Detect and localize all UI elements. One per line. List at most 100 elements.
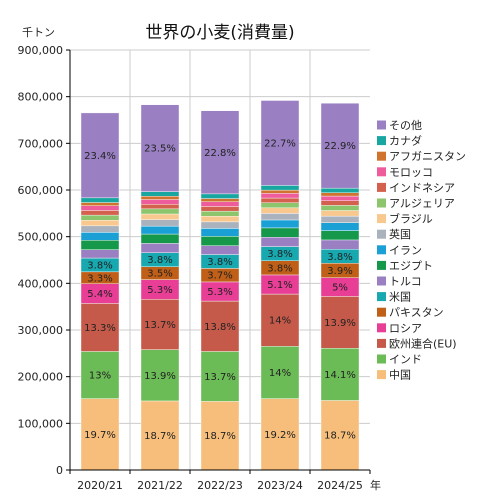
legend-label: エジプト [389, 259, 433, 272]
bar-data-label: 19.2% [264, 430, 296, 441]
bar-segment [200, 351, 240, 402]
legend-label: アルジェリア [389, 197, 455, 210]
bar-segment [200, 110, 240, 195]
bar-segment [140, 349, 180, 402]
bar-segment [140, 199, 180, 205]
bar-data-label: 3.8% [207, 257, 232, 268]
legend-label: 米国 [389, 291, 411, 304]
bar-segment [80, 214, 120, 221]
bar-data-label: 13.7% [204, 372, 236, 383]
bar-segment [200, 193, 240, 199]
bar-data-label: 3.3% [87, 273, 112, 284]
bar-segment [320, 200, 360, 206]
bar-data-label: 23.4% [84, 151, 116, 162]
x-tick-labels: 2020/21 2021/22 2022/23 2023/24 2024/25 [69, 470, 371, 492]
legend: その他カナダアフガニスタンモロッコインドネシアアルジェリアブラジル英国イランエジ… [377, 119, 466, 382]
bar-segment [140, 243, 180, 253]
bar-segment [320, 348, 360, 401]
bar-data-label: 13.7% [144, 320, 176, 331]
bar-data-label: 18.7% [204, 431, 236, 442]
bar-data-label: 5.3% [147, 285, 172, 296]
y-tick-label: 700,000 [18, 137, 64, 150]
bar-segment [260, 293, 300, 347]
bar-segment [260, 202, 300, 209]
bar-segment [260, 237, 300, 247]
bar-data-label: 5.3% [207, 287, 232, 298]
bar-data-label: 5% [332, 283, 348, 294]
bar-segment [320, 210, 360, 217]
bar-segment [260, 197, 300, 203]
bar-data-label: 3.8% [327, 252, 352, 263]
y-tick-label: 0 [56, 464, 63, 477]
legend-label: カナダ [389, 134, 422, 148]
bar-segment [140, 213, 180, 220]
bar-segment [260, 207, 300, 214]
x-tick-label: 2024/25 [317, 479, 363, 492]
bar-segment [200, 216, 240, 223]
bar-segment [200, 236, 240, 246]
bar-segment [80, 197, 120, 203]
legend-swatch [377, 323, 386, 333]
bar-data-label: 18.7% [324, 431, 356, 442]
legend-swatch [377, 182, 386, 192]
bar-segment [80, 202, 120, 206]
bar-segment [140, 219, 180, 227]
bar-segment [80, 232, 120, 241]
legend-swatch [377, 276, 386, 286]
bar-segment [260, 185, 300, 191]
legend-label: インド [389, 353, 422, 366]
bar-data-label: 3.9% [327, 266, 352, 277]
bar-segment [260, 398, 300, 471]
bar-data-label: 14% [269, 368, 291, 379]
legend-label: トルコ [389, 275, 422, 288]
legend-label: イラン [389, 244, 422, 257]
bar-segment [80, 240, 120, 250]
bar-data-label: 13.8% [204, 322, 236, 333]
bar-segment [200, 198, 240, 203]
legend-swatch [377, 120, 386, 130]
legend-swatch [377, 260, 386, 270]
bar-segment [200, 401, 240, 471]
bar-labels: 19.7% 13% 13.3% 5.4% 3.3% 3.8% 23.4% 18.7% 13.9%… [84, 138, 356, 442]
bar-data-label: 13.9% [324, 318, 356, 329]
y-tick-label: 600,000 [18, 184, 64, 197]
bar-segment [80, 351, 120, 399]
bar-data-label: 22.9% [324, 141, 356, 152]
x-tick-label: 2023/24 [257, 479, 303, 492]
legend-swatch [377, 136, 386, 146]
bar-segment [260, 213, 300, 221]
legend-label: インドネシア [389, 181, 455, 194]
y-unit-label: 千トン [22, 26, 55, 39]
bar-segment [320, 195, 360, 201]
bar-segment [260, 193, 300, 199]
x-tick-label: 2020/21 [77, 479, 123, 492]
bar-segment [200, 210, 240, 217]
bar-segment [140, 203, 180, 210]
chart-title: 世界の小麦(消費量) [145, 23, 294, 43]
legend-swatch [377, 245, 386, 255]
legend-label: アフガニスタン [389, 150, 466, 163]
legend-swatch [377, 151, 386, 161]
bar-data-label: 23.5% [144, 144, 176, 155]
bar-data-label: 3.8% [147, 255, 172, 266]
legend-swatch [377, 307, 386, 317]
legend-label: ロシア [389, 322, 422, 335]
axes [69, 50, 370, 471]
legend-swatch [377, 198, 386, 208]
bar-segment [200, 201, 240, 207]
bar-segment [260, 346, 300, 399]
bar-data-label: 13% [89, 371, 111, 382]
bar-segment [320, 400, 360, 471]
y-tick-label: 900,000 [18, 44, 64, 57]
bar-segment [80, 225, 120, 233]
bar-data-label: 22.7% [264, 138, 296, 149]
legend-label: ブラジル [389, 212, 433, 226]
y-tick-label: 300,000 [18, 324, 64, 337]
bar-data-label: 3.5% [147, 269, 172, 280]
bar-segment [140, 225, 180, 235]
bar-data-label: 5.1% [267, 280, 292, 291]
legend-swatch [377, 214, 386, 224]
legend-label: モロッコ [389, 166, 433, 179]
legend-label: 欧州連合(EU) [389, 336, 457, 350]
